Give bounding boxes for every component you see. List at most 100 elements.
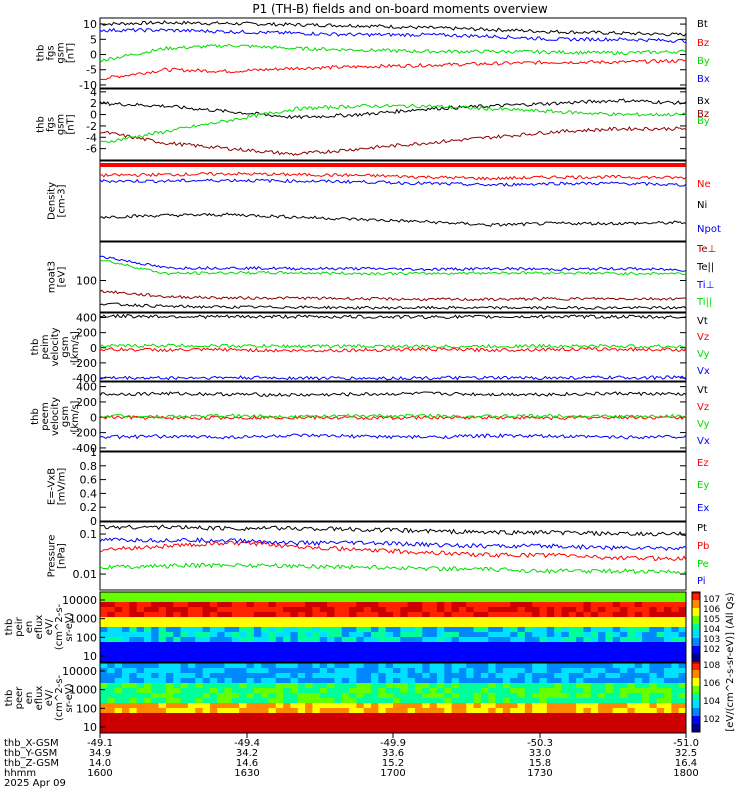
spectrogram-cell — [327, 668, 335, 674]
spectrogram-cell — [488, 627, 497, 633]
spectrogram-cell — [656, 607, 665, 613]
spectrogram-cell — [554, 683, 562, 689]
spectrogram-cell — [312, 627, 321, 633]
spectrogram-cell — [334, 592, 343, 598]
y-axis-label: moat3 — [47, 261, 58, 293]
spectrogram-cell — [429, 718, 438, 724]
spectrogram-cell — [290, 627, 299, 633]
spectrogram-cell — [414, 673, 423, 679]
spectrogram-cell — [297, 693, 306, 699]
spectrogram-cell — [590, 693, 599, 699]
spectrogram-cell — [393, 622, 401, 628]
spectrogram-cell — [480, 612, 489, 618]
spectrogram-cell — [576, 668, 584, 674]
spectrogram-cell — [620, 592, 628, 598]
spectrogram-cell — [341, 688, 350, 694]
spectrogram-cell — [327, 703, 335, 709]
spectrogram-cell — [114, 678, 123, 684]
spectrogram-cell — [305, 592, 313, 598]
spectrogram-cell — [561, 673, 570, 679]
spectrogram-cell — [195, 668, 204, 674]
spectrogram-cell — [319, 617, 328, 623]
spectrogram-cell — [642, 637, 650, 643]
spectrogram-cell — [114, 703, 123, 709]
spectrogram-cell — [121, 607, 130, 613]
spectrogram-cell — [363, 698, 372, 704]
spectrogram-cell — [546, 602, 555, 608]
spectrogram-cell — [385, 607, 394, 613]
spectrogram-cell — [378, 617, 387, 623]
spectrogram-cell — [436, 597, 445, 603]
spectrogram-cell — [371, 673, 379, 679]
spectrogram-cell — [598, 622, 606, 628]
spectrogram-cell — [129, 713, 138, 719]
spectrogram-cell — [275, 637, 284, 643]
spectrogram-cell — [283, 632, 291, 638]
y-axis-label: thb — [4, 690, 15, 707]
spectrogram-cell — [436, 612, 445, 618]
spectrogram-cell — [129, 627, 138, 633]
spectrogram-cell — [129, 592, 138, 598]
spectrogram-cell — [627, 627, 636, 633]
spectrogram-cell — [239, 673, 247, 679]
colorbar-cell — [692, 610, 700, 613]
spectrogram-cell — [195, 622, 204, 628]
y-tick-label: 10000 — [62, 665, 97, 678]
spectrogram-cell — [158, 602, 167, 608]
spectrogram-cell — [400, 607, 409, 613]
spectrogram-cell — [305, 607, 313, 613]
spectrogram-cell — [356, 718, 365, 724]
spectrogram-cell — [480, 668, 489, 674]
spectrogram-cell — [598, 728, 606, 734]
spectrogram-cell — [224, 718, 233, 724]
spectrogram-cell — [568, 602, 577, 608]
spectrogram-cell — [605, 657, 614, 663]
spectrogram-cell — [451, 612, 460, 618]
spectrogram-cell — [275, 602, 284, 608]
spectrogram-cell — [422, 602, 431, 608]
spectrogram-cell — [275, 657, 284, 663]
spectrogram-cell — [202, 693, 211, 699]
spectrogram-cell — [627, 718, 636, 724]
spectrogram-cell — [239, 688, 247, 694]
spectrogram-cell — [290, 612, 299, 618]
spectrogram-cell — [319, 627, 328, 633]
spectrogram-cell — [532, 683, 540, 689]
spectrogram-cell — [107, 597, 116, 603]
spectrogram-cell — [165, 708, 174, 714]
spectrogram-cell — [224, 602, 233, 608]
spectrogram-cell — [649, 632, 658, 638]
spectrogram-cell — [400, 637, 409, 643]
y-axis-label: eflux — [34, 615, 45, 640]
spectrogram-cell — [187, 617, 196, 623]
spectrogram-cell — [129, 663, 138, 669]
spectrogram-cell — [371, 617, 379, 623]
x-tick-label: 33.0 — [529, 748, 551, 759]
spectrogram-cell — [656, 657, 665, 663]
spectrogram-cell — [297, 647, 306, 653]
spectrogram-cell — [224, 637, 233, 643]
spectrogram-cell — [290, 642, 299, 648]
spectrogram-cell — [312, 708, 321, 714]
spectrogram-cell — [261, 612, 269, 618]
spectrogram-cell — [678, 592, 687, 598]
colorbar-cell — [692, 596, 700, 599]
spectrogram-cell — [495, 728, 504, 734]
spectrogram-cell — [341, 592, 350, 598]
spectrogram-cell — [143, 708, 152, 714]
spectrogram-cell — [371, 612, 379, 618]
y-tick-label: 400 — [76, 312, 97, 325]
spectrogram-cell — [451, 698, 460, 704]
spectrogram-cell — [334, 652, 343, 658]
spectrogram-cell — [414, 607, 423, 613]
spectrogram-cell — [378, 647, 387, 653]
spectrogram-cell — [290, 698, 299, 704]
spectrogram-cell — [151, 622, 160, 628]
series-line-Pt — [99, 524, 687, 537]
spectrogram-cell — [173, 683, 182, 689]
spectrogram-cell — [568, 632, 577, 638]
spectrogram-cell — [598, 663, 606, 669]
spectrogram-cell — [224, 647, 233, 653]
spectrogram-cell — [378, 663, 387, 669]
